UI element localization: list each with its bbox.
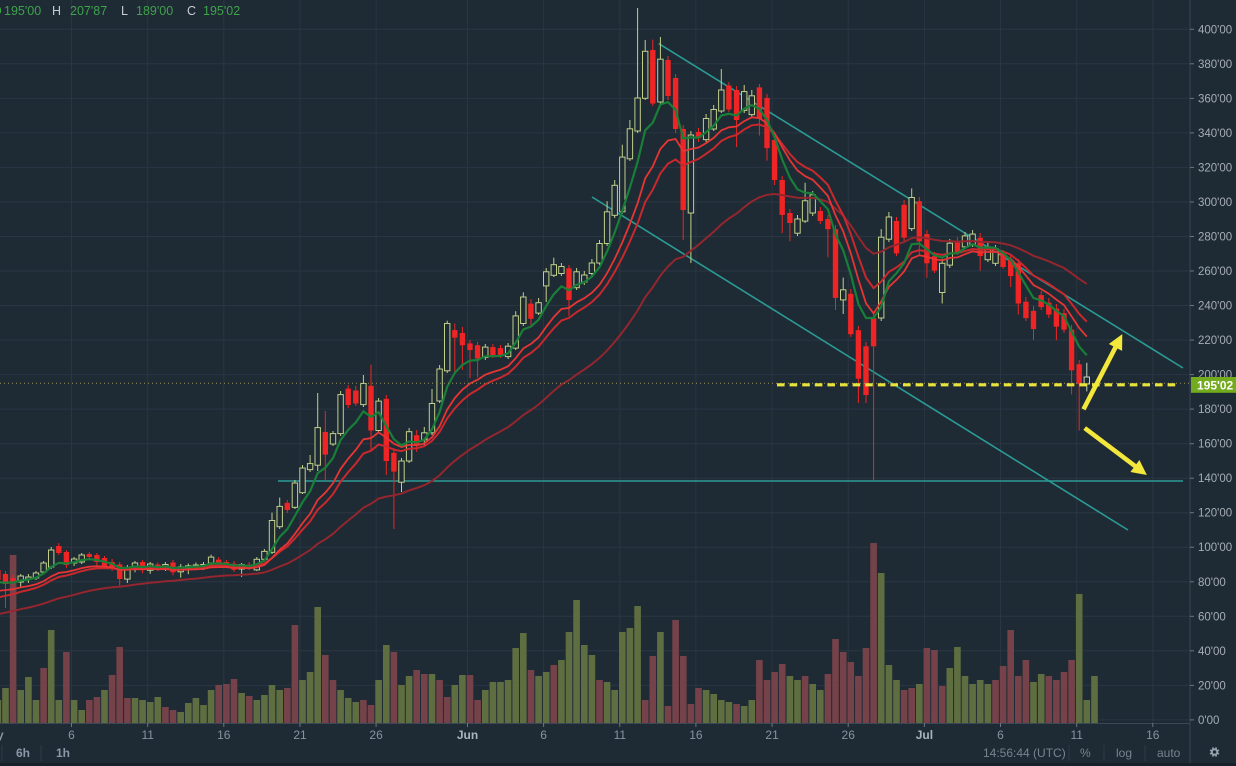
svg-text:C: C xyxy=(187,4,196,18)
svg-text:160'00: 160'00 xyxy=(1198,439,1232,451)
svg-text:20'00: 20'00 xyxy=(1198,680,1226,692)
svg-text:O: O xyxy=(0,4,2,18)
svg-text:16: 16 xyxy=(1146,728,1160,742)
svg-text:16: 16 xyxy=(217,728,231,742)
svg-text:320'00: 320'00 xyxy=(1198,162,1232,174)
svg-text:21: 21 xyxy=(293,728,307,742)
svg-text:40'00: 40'00 xyxy=(1198,646,1226,658)
svg-text:6h: 6h xyxy=(16,746,30,760)
svg-text:400'00: 400'00 xyxy=(1198,24,1232,36)
svg-text:195'02: 195'02 xyxy=(1197,378,1234,392)
svg-text:195'02: 195'02 xyxy=(203,4,240,18)
svg-text:11: 11 xyxy=(1070,728,1083,742)
svg-text:H: H xyxy=(52,4,61,18)
svg-text:207'87: 207'87 xyxy=(70,4,107,18)
svg-text:11: 11 xyxy=(614,728,627,742)
svg-text:220'00: 220'00 xyxy=(1198,335,1232,347)
svg-text:140'00: 140'00 xyxy=(1198,473,1232,485)
svg-text:300'00: 300'00 xyxy=(1198,197,1232,209)
svg-text:6: 6 xyxy=(68,728,75,742)
svg-text:360'00: 360'00 xyxy=(1198,93,1232,105)
svg-text:16: 16 xyxy=(689,728,703,742)
svg-text:60'00: 60'00 xyxy=(1198,611,1226,623)
svg-text:log: log xyxy=(1116,746,1132,760)
svg-text:240'00: 240'00 xyxy=(1198,301,1232,313)
svg-text:120'00: 120'00 xyxy=(1198,508,1232,520)
svg-text:y: y xyxy=(0,728,4,742)
svg-text:180'00: 180'00 xyxy=(1198,404,1232,416)
svg-text:189'00: 189'00 xyxy=(136,4,173,18)
svg-text:280'00: 280'00 xyxy=(1198,232,1232,244)
svg-text:26: 26 xyxy=(842,728,856,742)
svg-text:Jul: Jul xyxy=(916,728,933,742)
svg-text:260'00: 260'00 xyxy=(1198,266,1232,278)
svg-text:195'00: 195'00 xyxy=(4,4,41,18)
svg-text:6: 6 xyxy=(997,728,1004,742)
svg-text:340'00: 340'00 xyxy=(1198,128,1232,140)
svg-text:auto: auto xyxy=(1157,746,1181,760)
svg-text:0'00: 0'00 xyxy=(1198,715,1219,727)
svg-text:380'00: 380'00 xyxy=(1198,59,1232,71)
svg-text:26: 26 xyxy=(369,728,383,742)
svg-text:L: L xyxy=(121,4,128,18)
svg-text:1h: 1h xyxy=(56,746,70,760)
svg-text:14:56:44 (UTC): 14:56:44 (UTC) xyxy=(983,746,1066,760)
svg-text:21: 21 xyxy=(765,728,779,742)
svg-text:11: 11 xyxy=(141,728,154,742)
svg-text:80'00: 80'00 xyxy=(1198,577,1226,589)
svg-text:6: 6 xyxy=(540,728,547,742)
svg-text:Jun: Jun xyxy=(457,728,478,742)
svg-text:100'00: 100'00 xyxy=(1198,542,1232,554)
svg-text:%: % xyxy=(1080,746,1091,760)
